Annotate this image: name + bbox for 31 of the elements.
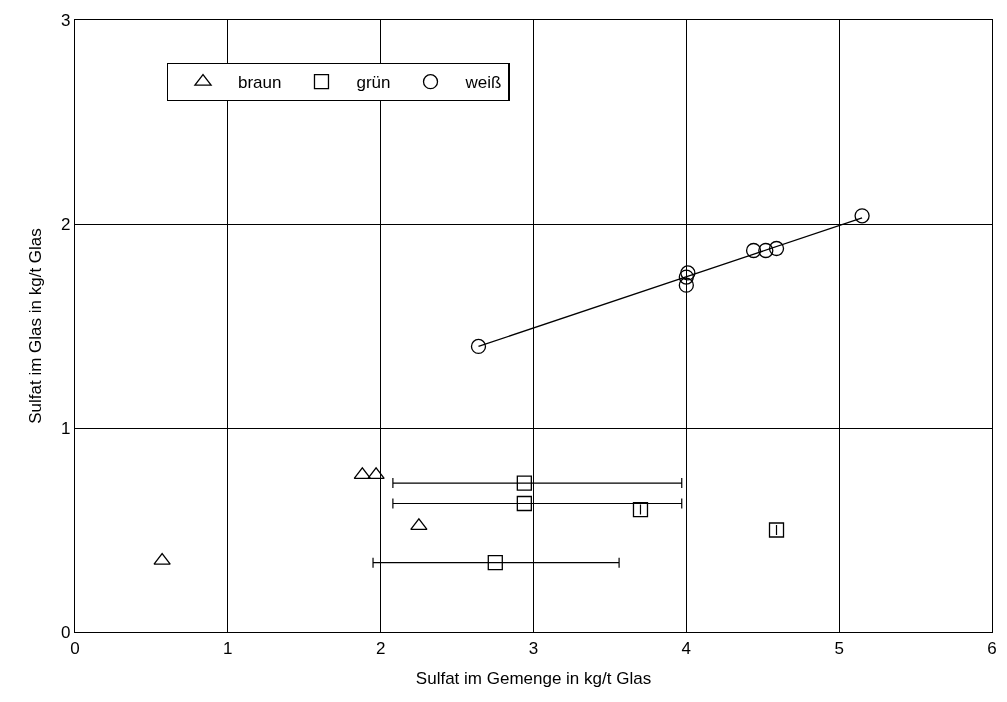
x-tick-label: 5 [834, 638, 844, 658]
point [768, 522, 785, 538]
y-tick-label: 3 [60, 10, 71, 30]
x-tick-label: 4 [681, 638, 692, 658]
legend-label: weiß [464, 73, 502, 93]
point [410, 518, 428, 531]
point [678, 269, 694, 285]
x-tick-label: 1 [223, 638, 233, 658]
y-axis-title: Sulfat im Glas in kg/t Glas [25, 228, 45, 424]
x-axis-title: Sulfat im Gemenge in kg/t Glas [415, 668, 652, 688]
x-tick-label: 6 [987, 638, 997, 658]
point [470, 338, 487, 355]
point [745, 242, 762, 259]
point [487, 554, 503, 571]
legend-label: grün [356, 73, 391, 93]
point [632, 501, 649, 518]
point [153, 552, 171, 565]
point [680, 265, 696, 281]
y-tick-label: 1 [60, 418, 71, 438]
point [516, 475, 532, 491]
legend-label: braun [238, 73, 282, 93]
point [768, 240, 785, 257]
y-tick-label: 0 [60, 622, 71, 642]
point [516, 495, 532, 512]
x-tick-label: 2 [375, 638, 386, 658]
point [758, 242, 774, 259]
point [854, 208, 870, 224]
point [678, 277, 694, 293]
x-tick-label: 3 [528, 638, 539, 658]
y-tick-label: 2 [60, 214, 71, 234]
point [367, 467, 385, 480]
